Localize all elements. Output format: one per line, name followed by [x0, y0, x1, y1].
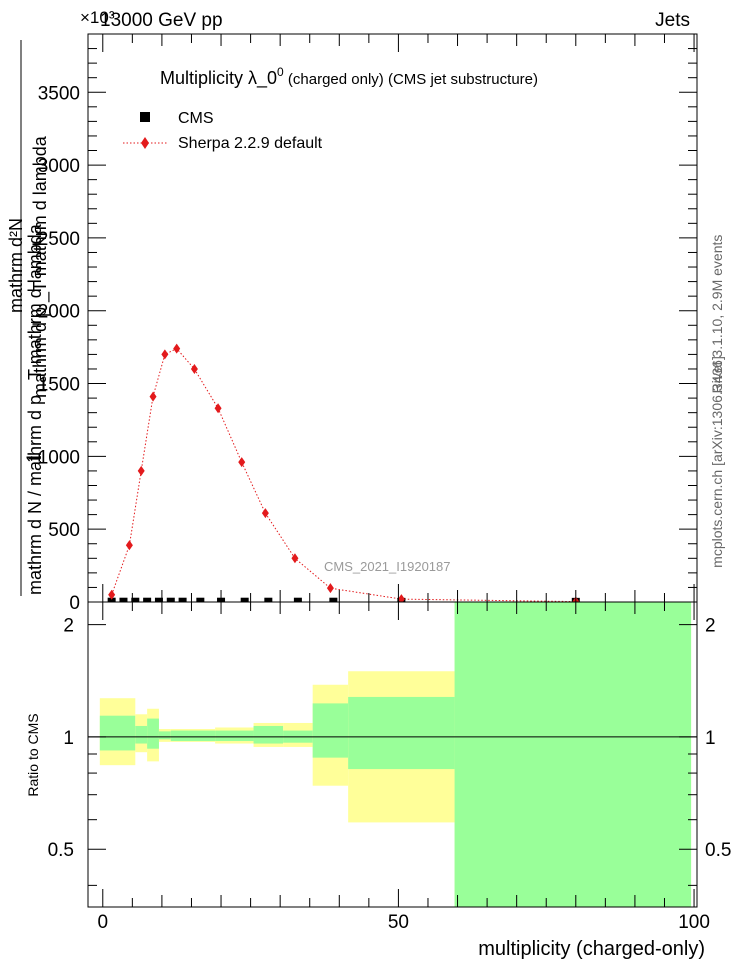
side-label-mcplots: mcplots.cern.ch [arXiv:1306.3436]: [709, 356, 725, 568]
sherpa-point: [149, 391, 157, 402]
legend-marker-sherpa: [141, 137, 149, 149]
main-ytick-label: 3500: [38, 83, 80, 104]
main-ytick-label: 1500: [38, 375, 80, 396]
sherpa-point: [397, 594, 405, 602]
sherpa-point: [190, 363, 198, 374]
sherpa-point: [137, 465, 145, 476]
ratio-inner-band: [158, 731, 171, 740]
cms-point: [329, 597, 338, 602]
sherpa-point: [326, 583, 334, 594]
cms-point: [154, 597, 163, 602]
title-sup: 0: [277, 65, 284, 79]
main-ytick-label: 2000: [38, 302, 80, 323]
ratio-inner-band: [99, 715, 136, 751]
title-rest: (charged only) (CMS jet substructure): [284, 71, 538, 88]
header-right: Jets: [655, 10, 690, 31]
main-ytick-label: 500: [48, 520, 80, 541]
main-ytick-label: 1000: [38, 447, 80, 468]
cms-point: [178, 597, 187, 602]
header-left: 13000 GeV pp: [100, 10, 223, 31]
ratio-inner-band: [253, 725, 284, 744]
ratio-inner-band: [170, 730, 189, 742]
cms-point: [119, 597, 128, 602]
sherpa-point: [173, 343, 181, 354]
legend: CMS Sherpa 2.2.9 default: [123, 110, 323, 152]
cms-point: [107, 597, 116, 602]
ratio-inner-band: [135, 725, 148, 744]
main-ytick-label: 3000: [38, 156, 80, 177]
sherpa-point: [161, 349, 169, 360]
cms-point: [196, 597, 205, 602]
analysis-watermark: CMS_2021_I1920187: [324, 559, 451, 574]
ratio-ytick-label: 2: [63, 616, 74, 637]
ratio-inner-band: [348, 696, 455, 770]
cms-point: [293, 597, 302, 602]
cms-point: [143, 597, 152, 602]
ratio-inner-band: [147, 718, 159, 749]
cms-point: [166, 597, 175, 602]
ratio-ytick-label: 1: [63, 728, 74, 749]
xlabel: multiplicity (charged-only): [478, 938, 705, 960]
cms-point: [131, 597, 140, 602]
ratio-inner-band: [312, 703, 349, 758]
sherpa-point: [108, 589, 116, 600]
header-exponent: ×10³: [80, 8, 115, 27]
ratio-bands: [88, 602, 697, 907]
main-ytick-label: 0: [69, 593, 80, 614]
ratio-ytick-label: 0.5: [48, 840, 74, 861]
main-ytick-label: 2500: [38, 229, 80, 250]
legend-marker-cms: [140, 112, 150, 122]
ratio-ytick-label-right: 0.5: [705, 840, 731, 861]
legend-label-cms: CMS: [178, 110, 214, 127]
legend-label-sherpa: Sherpa 2.2.9 default: [178, 135, 323, 152]
ratio-ylabel: Ratio to CMS: [25, 713, 41, 796]
main-panel: [88, 34, 697, 602]
sherpa-point: [125, 540, 133, 551]
ratio-xtick-label: 0: [97, 912, 108, 933]
ratio-inner-band: [454, 602, 692, 907]
ratio-inner-band: [188, 730, 216, 742]
title-main: Multiplicity λ_0: [160, 68, 277, 89]
ylabel-numerator: mathrm d N / mathrm d p _T mathrm d lamb…: [25, 223, 46, 595]
ratio-frame: [87, 601, 698, 908]
sherpa-point: [261, 508, 269, 519]
side-label-rivet: Rivet 3.1.10, 2.9M events: [709, 235, 725, 394]
sherpa-line: [111, 347, 576, 602]
axes: 0 500 1000 1500 2000 2500 3000 3500 0 50 100 0.5 0.5…: [38, 33, 731, 933]
ratio-ytick-label-right: 2: [705, 616, 716, 637]
ratio-ytick-label-right: 1: [705, 728, 716, 749]
main-marks: [107, 343, 580, 602]
sherpa-point: [238, 457, 246, 468]
main-ylabel: 1 mathrm d N / mathrm d p _T mathrm d la…: [6, 40, 51, 596]
cms-point: [264, 597, 273, 602]
ratio-xtick-label: 50: [388, 912, 409, 933]
main-title: Multiplicity λ_00 (charged only) (CMS je…: [160, 65, 538, 89]
sherpa-point: [291, 553, 299, 564]
ratio-xtick-label: 100: [678, 912, 710, 933]
ylabel-denominator: mathrm d p _T mathrm d lambda: [30, 135, 51, 398]
ylabel-numerator-one: 1: [24, 452, 45, 463]
ylabel-d2n: mathrm d²N: [6, 218, 26, 313]
ratio-inner-band: [215, 730, 254, 742]
sherpa-point: [214, 403, 222, 414]
cms-point: [240, 597, 249, 602]
